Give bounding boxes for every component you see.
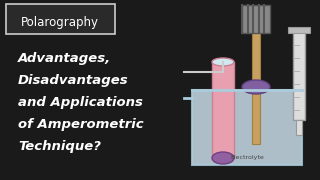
Bar xyxy=(252,32,260,144)
Text: Technique?: Technique? xyxy=(18,140,101,153)
Bar xyxy=(192,90,302,165)
Bar xyxy=(296,120,302,135)
Text: Electrolyte: Electrolyte xyxy=(230,154,264,159)
Text: of Amperometric: of Amperometric xyxy=(18,118,144,131)
Ellipse shape xyxy=(212,58,234,66)
FancyBboxPatch shape xyxy=(6,4,115,34)
Text: Disadvantages: Disadvantages xyxy=(18,74,129,87)
Bar xyxy=(242,5,270,33)
Text: Polarography: Polarography xyxy=(21,15,99,28)
Text: Advantages,: Advantages, xyxy=(18,52,111,65)
Ellipse shape xyxy=(242,80,270,94)
Ellipse shape xyxy=(212,152,234,164)
Text: and Applications: and Applications xyxy=(18,96,143,109)
Bar xyxy=(293,32,305,120)
Bar xyxy=(212,62,234,158)
Bar xyxy=(288,27,310,33)
